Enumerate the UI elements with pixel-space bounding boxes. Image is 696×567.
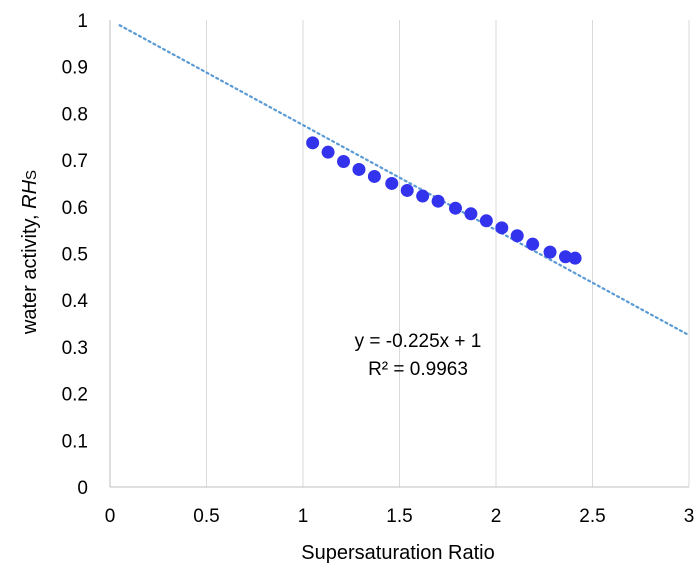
y-tick-labels: 0 0.1 0.2 0.3 0.4 0.5 0.6 0.7 0.8 0.9 1 — [62, 11, 89, 499]
trendline — [118, 24, 691, 337]
x-tick-label-2: 1 — [298, 506, 309, 527]
y-axis-title-subscript: S — [23, 170, 40, 180]
x-tick-labels: 0 0.5 1 1.5 2 2.5 3 — [105, 506, 695, 527]
y-tick-label-6: 0.6 — [62, 198, 88, 219]
y-tick-label-5: 0.5 — [62, 245, 88, 266]
y-axis-title-prefix: water activity, — [19, 209, 41, 335]
x-tick-label-3: 1.5 — [386, 506, 412, 527]
axes — [109, 20, 689, 488]
data-point-6 — [400, 183, 414, 197]
x-tick-label-0: 0 — [105, 506, 116, 527]
data-point-8 — [431, 194, 445, 208]
data-point-0 — [306, 136, 320, 150]
data-points — [306, 136, 582, 265]
data-point-16 — [558, 250, 572, 264]
gridlines — [206, 20, 690, 487]
x-axis-title: Supersaturation Ratio — [301, 542, 494, 564]
data-point-3 — [352, 162, 366, 176]
data-point-5 — [385, 176, 399, 190]
y-tick-label-0: 0 — [77, 478, 88, 499]
data-point-13 — [510, 229, 524, 243]
x-tick-label-1: 0.5 — [193, 506, 219, 527]
y-axis-title-variable: RH — [19, 179, 41, 208]
trendline-equation: y = -0.225x + 1 — [355, 331, 482, 352]
data-point-15 — [543, 245, 557, 259]
y-tick-label-7: 0.7 — [62, 151, 88, 172]
x-tick-label-4: 2 — [491, 506, 502, 527]
data-point-1 — [321, 145, 335, 159]
data-point-12 — [495, 221, 509, 235]
data-point-14 — [526, 237, 540, 251]
y-tick-label-4: 0.4 — [62, 291, 89, 312]
y-tick-label-9: 0.9 — [62, 58, 88, 79]
data-point-2 — [337, 155, 351, 169]
y-tick-label-2: 0.2 — [62, 385, 88, 406]
r-squared-label: R² = 0.9963 — [368, 359, 468, 380]
y-axis-title: water activity, RHS — [19, 170, 41, 335]
trendline-group — [118, 24, 691, 337]
data-point-17 — [568, 251, 582, 265]
data-point-9 — [448, 201, 462, 215]
data-point-7 — [416, 189, 430, 203]
y-tick-label-1: 0.1 — [62, 431, 88, 452]
data-point-10 — [464, 207, 478, 221]
data-point-11 — [479, 214, 493, 228]
data-point-4 — [367, 169, 381, 183]
x-tick-label-5: 2.5 — [579, 506, 605, 527]
x-tick-label-6: 3 — [684, 506, 695, 527]
y-tick-label-10: 1 — [77, 11, 88, 32]
y-tick-label-8: 0.8 — [62, 104, 88, 125]
y-tick-label-3: 0.3 — [62, 338, 88, 359]
